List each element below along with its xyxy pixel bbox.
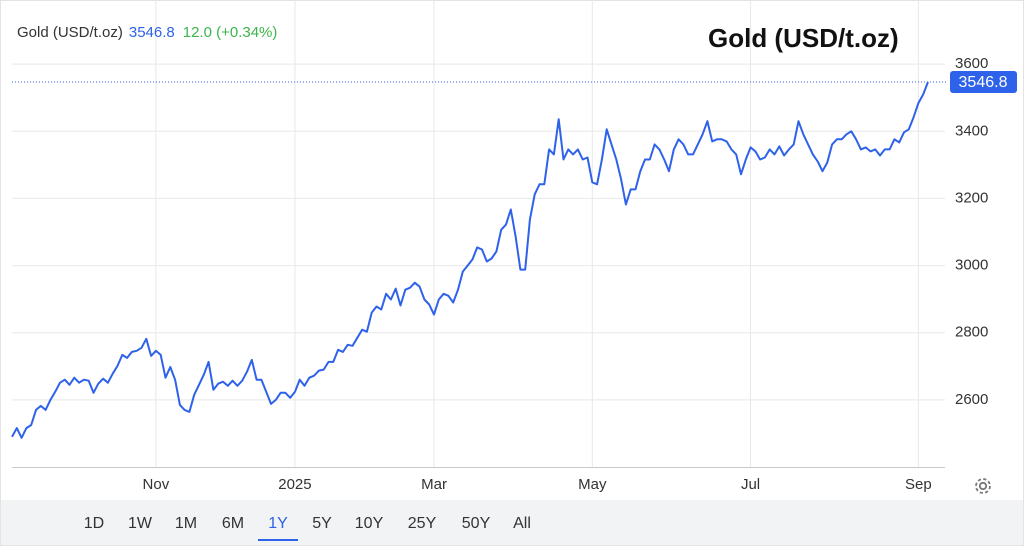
- y-tick-label: 3200: [955, 189, 988, 206]
- y-tick-label: 3400: [955, 122, 988, 139]
- y-tick-label: 3000: [955, 257, 988, 274]
- last-price-label: 3546.8: [959, 74, 1008, 91]
- last-price-tag: [950, 71, 1017, 94]
- x-tick-label: Mar: [421, 476, 447, 493]
- y-tick-label: 2600: [955, 391, 988, 408]
- chart-title: Gold (USD/t.oz): [708, 23, 899, 53]
- gear[interactable]: [975, 478, 991, 494]
- range-bar: [1, 500, 1023, 545]
- x-tick-label: Nov: [143, 476, 170, 493]
- range-button[interactable]: 1D: [84, 515, 104, 532]
- range-button[interactable]: 5Y: [312, 515, 332, 532]
- x-tick-label: 2025: [278, 476, 311, 493]
- y-tick-label: 3600: [955, 55, 988, 72]
- x-tick-label: Jul: [741, 476, 760, 493]
- range-button[interactable]: 1W: [128, 515, 153, 532]
- range-button[interactable]: All: [513, 515, 531, 532]
- price-line: [11, 81, 929, 439]
- x-tick-label: Sep: [905, 476, 932, 493]
- y-tick-label: 2800: [955, 324, 988, 341]
- range-button[interactable]: 25Y: [408, 515, 437, 532]
- legend-name: Gold (USD/t.oz): [17, 24, 123, 41]
- range-button[interactable]: 1M: [175, 515, 197, 532]
- legend-price: 3546.8: [129, 24, 175, 41]
- range-button[interactable]: 50Y: [462, 515, 491, 532]
- x-tick-label: May: [578, 476, 607, 493]
- range-button[interactable]: 1Y: [268, 515, 288, 532]
- range-button[interactable]: 10Y: [355, 515, 384, 532]
- legend-change: 12.0 (+0.34%): [183, 24, 278, 41]
- range-button[interactable]: 6M: [222, 515, 244, 532]
